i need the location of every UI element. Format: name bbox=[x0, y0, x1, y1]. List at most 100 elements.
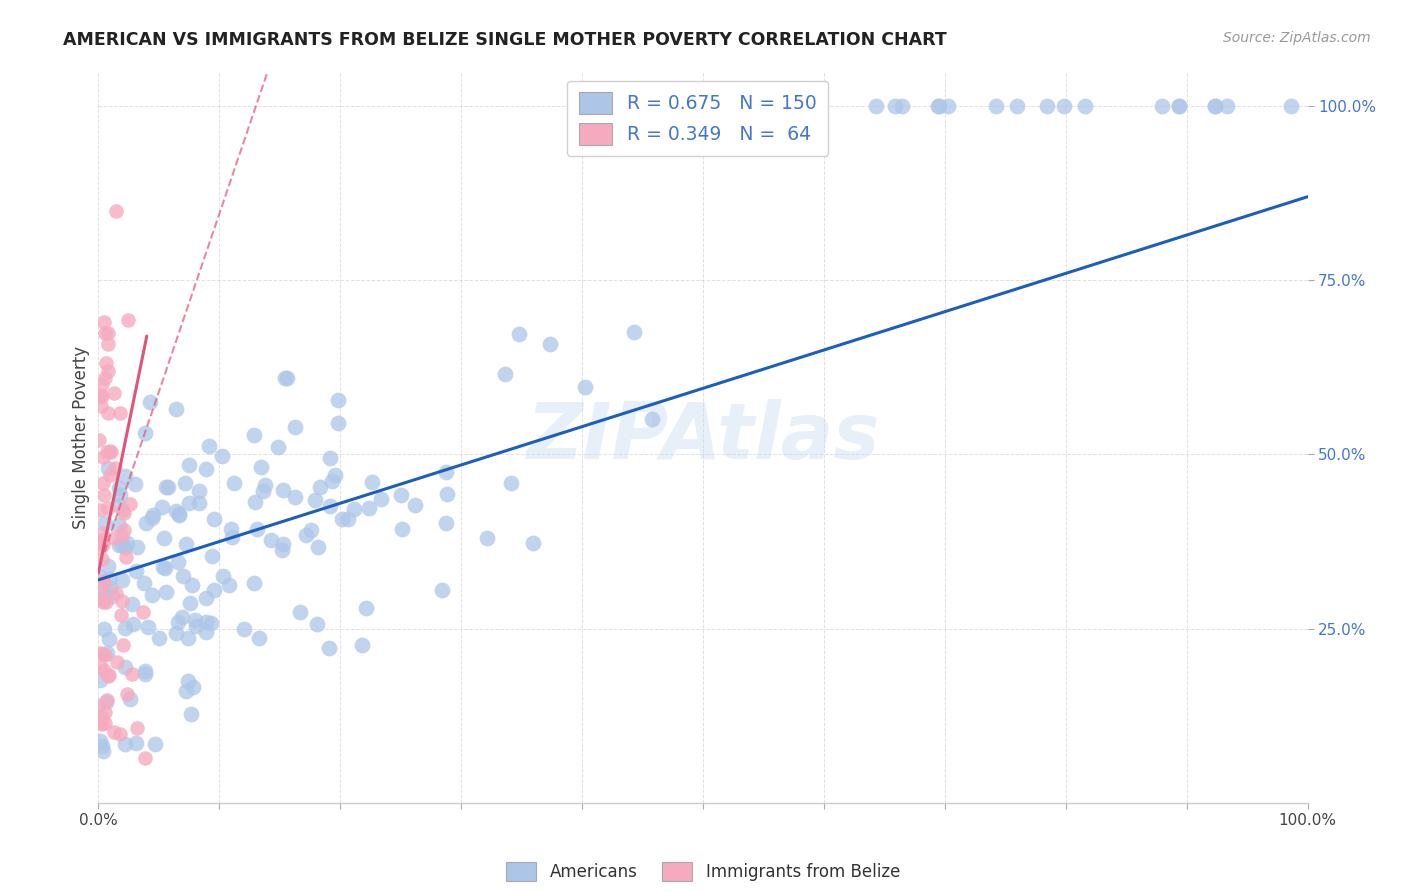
Point bbox=[522, 535, 544, 549]
Point bbox=[927, 99, 949, 113]
Point bbox=[200, 615, 222, 630]
Point bbox=[114, 621, 136, 635]
Point bbox=[121, 597, 143, 611]
Point bbox=[243, 427, 266, 442]
Point bbox=[173, 476, 195, 491]
Point bbox=[127, 540, 149, 554]
Point bbox=[475, 532, 498, 546]
Point bbox=[1074, 99, 1097, 113]
Point bbox=[167, 615, 190, 630]
Point bbox=[267, 440, 290, 454]
Point bbox=[93, 586, 115, 600]
Point bbox=[112, 506, 135, 520]
Point bbox=[97, 461, 120, 475]
Point bbox=[87, 433, 110, 447]
Point bbox=[91, 739, 114, 753]
Legend: Americans, Immigrants from Belize: Americans, Immigrants from Belize bbox=[499, 855, 907, 888]
Point bbox=[87, 698, 110, 713]
Point bbox=[89, 659, 111, 673]
Point bbox=[89, 570, 111, 584]
Point bbox=[89, 582, 111, 596]
Point bbox=[243, 495, 266, 509]
Point bbox=[501, 475, 523, 490]
Point bbox=[90, 389, 112, 403]
Point bbox=[111, 594, 134, 608]
Point bbox=[91, 450, 114, 465]
Point bbox=[180, 707, 202, 722]
Point bbox=[202, 512, 225, 526]
Point bbox=[90, 592, 112, 607]
Point bbox=[100, 468, 122, 483]
Point bbox=[936, 99, 959, 113]
Point bbox=[198, 439, 221, 453]
Point bbox=[89, 646, 111, 660]
Point bbox=[108, 727, 131, 741]
Point bbox=[124, 477, 146, 491]
Point bbox=[93, 488, 115, 502]
Point bbox=[184, 613, 207, 627]
Point bbox=[194, 615, 217, 629]
Point bbox=[94, 705, 117, 719]
Point bbox=[155, 480, 177, 494]
Point bbox=[101, 589, 124, 603]
Point bbox=[890, 99, 912, 113]
Point bbox=[90, 389, 112, 403]
Point bbox=[1204, 99, 1226, 113]
Point bbox=[114, 660, 136, 674]
Point bbox=[181, 578, 204, 592]
Point bbox=[343, 501, 366, 516]
Point bbox=[194, 462, 217, 476]
Point bbox=[641, 412, 664, 426]
Point bbox=[97, 668, 120, 682]
Point bbox=[361, 475, 384, 489]
Point bbox=[93, 622, 115, 636]
Point bbox=[111, 573, 134, 587]
Point bbox=[250, 459, 273, 474]
Point bbox=[318, 641, 340, 656]
Point bbox=[986, 99, 1008, 113]
Point bbox=[177, 673, 200, 688]
Point bbox=[105, 655, 128, 669]
Point bbox=[152, 531, 174, 545]
Point bbox=[1005, 99, 1028, 113]
Point bbox=[91, 475, 114, 490]
Point bbox=[91, 533, 114, 547]
Point bbox=[574, 379, 596, 393]
Point bbox=[105, 586, 128, 600]
Point bbox=[166, 555, 188, 569]
Point bbox=[305, 617, 328, 632]
Point bbox=[323, 468, 346, 483]
Point bbox=[1168, 99, 1191, 113]
Point bbox=[304, 493, 326, 508]
Point bbox=[90, 399, 112, 413]
Point bbox=[177, 458, 200, 472]
Point bbox=[96, 695, 118, 709]
Point bbox=[330, 512, 353, 526]
Point bbox=[96, 693, 118, 707]
Point bbox=[97, 326, 120, 340]
Point bbox=[139, 395, 162, 409]
Point bbox=[132, 576, 155, 591]
Point bbox=[176, 631, 198, 645]
Point bbox=[97, 406, 120, 420]
Point bbox=[118, 497, 141, 511]
Point bbox=[211, 450, 233, 464]
Point bbox=[169, 507, 191, 521]
Point bbox=[148, 632, 170, 646]
Point bbox=[143, 737, 166, 751]
Point bbox=[430, 583, 453, 598]
Point bbox=[103, 531, 125, 545]
Point bbox=[359, 500, 381, 515]
Point bbox=[142, 508, 165, 522]
Point bbox=[436, 516, 458, 530]
Point bbox=[89, 673, 111, 688]
Point bbox=[538, 337, 561, 351]
Point bbox=[307, 541, 329, 555]
Point bbox=[97, 364, 120, 378]
Point bbox=[134, 665, 156, 679]
Point bbox=[97, 337, 120, 351]
Point bbox=[112, 638, 135, 652]
Point bbox=[389, 488, 412, 502]
Point bbox=[188, 496, 211, 510]
Point bbox=[125, 721, 148, 735]
